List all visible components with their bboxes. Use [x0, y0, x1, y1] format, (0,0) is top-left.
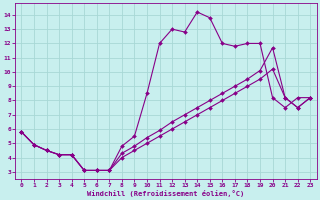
X-axis label: Windchill (Refroidissement éolien,°C): Windchill (Refroidissement éolien,°C)	[87, 190, 244, 197]
